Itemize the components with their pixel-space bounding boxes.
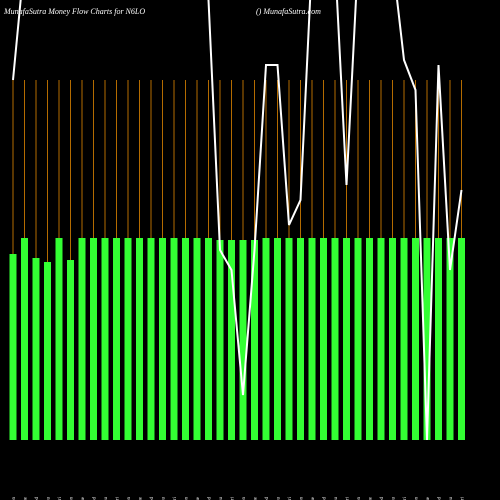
x-tick-label: 25 Thu <box>219 497 224 500</box>
bar <box>147 238 155 440</box>
x-tick-label: 23 Tue <box>196 496 201 500</box>
x-tick-label: 13 Mon <box>357 497 362 500</box>
x-tick-label: 2 Thu <box>277 497 282 500</box>
bar <box>297 238 304 440</box>
x-tick-label: 20 Mon <box>415 497 420 500</box>
chart-subtitle: () MunafaSutra.com <box>256 7 321 16</box>
x-tick-label: 1 Mon <box>12 497 17 500</box>
bar <box>308 238 316 440</box>
x-tick-label: 8 Wed <box>323 497 328 500</box>
x-tick-label: 10 Fri <box>346 496 351 500</box>
x-tick-label: 3 Wed <box>35 497 40 500</box>
bar <box>435 238 442 440</box>
x-tick-label: 22 Wed <box>438 497 443 500</box>
bar <box>343 238 350 440</box>
x-tick-label: 24 Fri <box>461 496 466 500</box>
bar <box>400 238 408 440</box>
bar <box>21 238 28 440</box>
x-tick-label: 1 Wed <box>265 497 270 500</box>
bar <box>389 238 396 440</box>
bar <box>182 238 189 440</box>
x-tick-label: 17 Wed <box>150 497 155 500</box>
x-tick-label: 11 Thu <box>104 497 109 500</box>
x-tick-label: 9 Thu <box>334 497 339 500</box>
chart-title: MunafaSutra Money Flow Charts for N6LO <box>3 7 145 16</box>
bar <box>216 240 224 440</box>
bar <box>67 260 74 440</box>
bar <box>113 238 120 440</box>
x-tick-label: 9 Tue <box>81 496 86 500</box>
x-tick-label: 6 Mon <box>300 497 305 500</box>
bar <box>124 238 132 440</box>
x-tick-label: 7 Tue <box>311 496 316 500</box>
x-tick-label: 15 Wed <box>380 497 385 500</box>
bar <box>412 238 419 440</box>
bar <box>170 238 178 440</box>
bar <box>354 238 362 440</box>
x-tick-label: 21 Tue <box>426 496 431 500</box>
x-tick-label: 3 Fri <box>288 496 293 500</box>
x-tick-label: 14 Tue <box>369 496 374 500</box>
x-tick-label: 17 Fri <box>403 496 408 500</box>
x-tick-label: 2 Tue <box>24 496 29 500</box>
x-tick-label: 29 Mon <box>242 497 247 500</box>
bar <box>377 238 385 440</box>
bar <box>78 238 86 440</box>
bar <box>228 240 235 440</box>
bar <box>331 238 339 440</box>
x-tick-label: 16 Tue <box>139 496 144 500</box>
x-tick-label: 8 Mon <box>70 497 75 500</box>
bar <box>274 238 281 440</box>
bar <box>101 238 109 440</box>
x-tick-label: 10 Wed <box>93 497 98 500</box>
x-tick-label: 12 Fri <box>116 496 121 500</box>
x-tick-label: 26 Fri <box>231 496 236 500</box>
bar <box>251 240 258 440</box>
bar <box>193 238 201 440</box>
bar <box>159 238 166 440</box>
bar <box>446 238 454 440</box>
bar <box>458 238 465 440</box>
x-tick-label: 30 Tue <box>254 496 259 500</box>
x-tick-label: 18 Thu <box>162 497 167 500</box>
x-tick-label: 23 Thu <box>449 497 454 500</box>
bar <box>9 254 17 440</box>
bar <box>320 238 327 440</box>
x-tick-label: 5 Fri <box>58 496 63 500</box>
x-tick-label: 15 Mon <box>127 497 132 500</box>
bar <box>32 258 40 440</box>
x-tick-label: 19 Fri <box>173 496 178 500</box>
x-tick-label: 16 Thu <box>392 497 397 500</box>
bar <box>55 238 63 440</box>
bar <box>239 240 247 440</box>
x-tick-label: 22 Mon <box>185 497 190 500</box>
bar <box>285 238 293 440</box>
bar <box>136 238 143 440</box>
x-tick-label: 4 Thu <box>47 497 52 500</box>
bar <box>205 238 212 440</box>
bar <box>423 238 431 440</box>
bar <box>90 238 97 440</box>
x-tick-label: 24 Wed <box>208 497 213 500</box>
bar <box>262 238 270 440</box>
money-flow-line <box>12 0 463 441</box>
bar <box>366 238 373 440</box>
bar <box>44 262 51 440</box>
